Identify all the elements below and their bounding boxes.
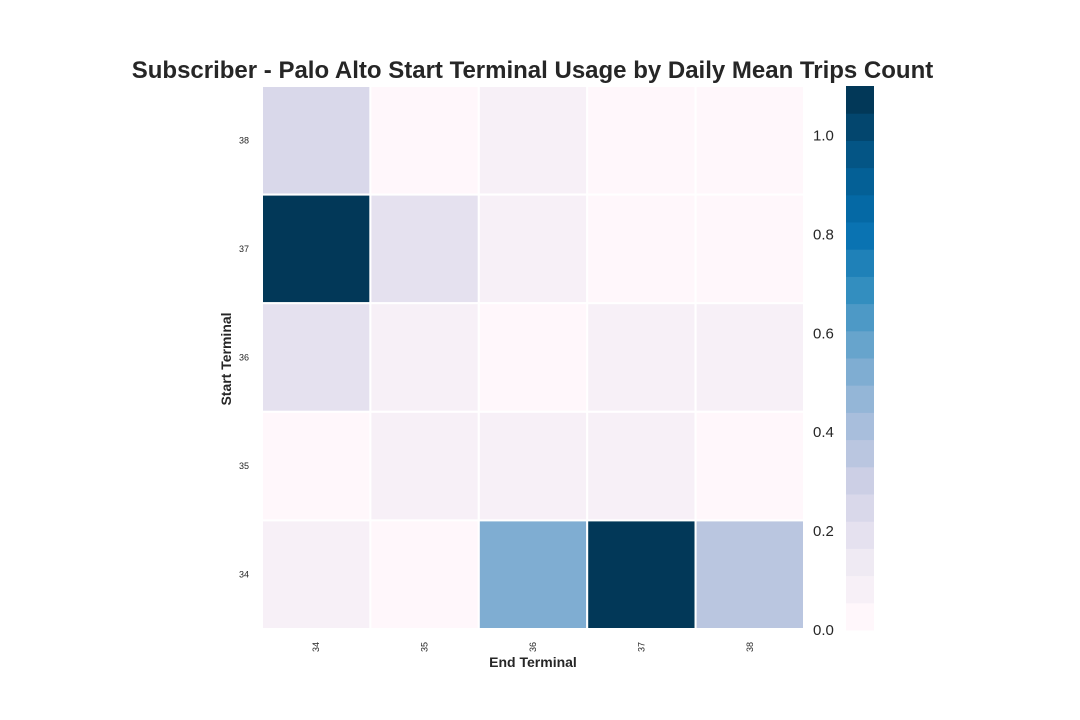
colorbar-segment bbox=[846, 222, 874, 250]
y-axis-title: Start Terminal bbox=[218, 312, 234, 406]
heatmap-cell-35-38 bbox=[694, 410, 805, 522]
heatmap-cell-36-35 bbox=[369, 302, 480, 413]
colorbar-tick-label: 0.0 bbox=[813, 622, 834, 639]
y-tick-label: 36 bbox=[239, 353, 249, 363]
heatmap-cell-34-38 bbox=[694, 519, 805, 631]
colorbar-segment bbox=[846, 194, 874, 223]
heatmap-cell-36-36 bbox=[477, 302, 589, 413]
heatmap-cell-38-34 bbox=[261, 85, 372, 196]
heatmap-cell-37-34 bbox=[261, 193, 372, 305]
colorbar-segment bbox=[846, 575, 874, 604]
heatmap-cell-38-37 bbox=[586, 85, 697, 196]
colorbar-segment bbox=[846, 86, 874, 114]
y-tick-label: 35 bbox=[239, 461, 249, 471]
heatmap-cell-37-36 bbox=[477, 193, 589, 305]
heatmap-cell-35-34 bbox=[261, 410, 372, 522]
heatmap-cell-36-37 bbox=[586, 302, 697, 413]
y-tick-label: 38 bbox=[239, 135, 249, 145]
heatmap-cell-35-37 bbox=[586, 410, 697, 522]
colorbar-segment bbox=[846, 412, 874, 441]
colorbar-tick-label: 0.2 bbox=[813, 523, 834, 540]
heatmap-cell-37-38 bbox=[694, 193, 805, 305]
colorbar-segment bbox=[846, 140, 874, 169]
colorbar-tick-label: 1.0 bbox=[813, 127, 834, 144]
x-tick-label: 35 bbox=[420, 642, 430, 652]
colorbar-tick-label: 0.8 bbox=[813, 226, 834, 243]
heatmap-cell-37-35 bbox=[369, 193, 480, 305]
colorbar-segment bbox=[846, 548, 874, 577]
colorbar-segment bbox=[846, 276, 874, 305]
heatmap-cell-35-35 bbox=[369, 410, 480, 522]
colorbar-tick-label: 0.4 bbox=[813, 424, 834, 441]
x-tick-label: 34 bbox=[311, 642, 321, 652]
heatmap-cell-35-36 bbox=[477, 410, 589, 522]
colorbar-segment bbox=[846, 385, 874, 413]
heatmap-cell-34-35 bbox=[369, 519, 480, 631]
colorbar-tick-label: 0.6 bbox=[813, 325, 834, 342]
colorbar-segment bbox=[846, 439, 874, 468]
y-tick-label: 37 bbox=[239, 244, 249, 254]
heatmap-cell-36-38 bbox=[694, 302, 805, 413]
colorbar-segment bbox=[846, 494, 874, 522]
heatmap-cell-34-34 bbox=[261, 519, 372, 631]
colorbar-segment bbox=[846, 602, 874, 631]
colorbar-segment bbox=[846, 521, 874, 549]
colorbar-segment bbox=[846, 330, 874, 359]
x-tick-label: 36 bbox=[528, 642, 538, 652]
heatmap-cell-34-36 bbox=[477, 519, 589, 631]
chart-title: Subscriber - Palo Alto Start Terminal Us… bbox=[131, 57, 934, 84]
colorbar-segment bbox=[846, 303, 874, 332]
heatmap-cell-34-37 bbox=[586, 519, 697, 631]
x-axis-title: End Terminal bbox=[489, 654, 577, 670]
colorbar-segment bbox=[846, 358, 874, 386]
x-tick-label: 38 bbox=[745, 642, 755, 652]
colorbar-segment bbox=[846, 167, 874, 196]
heatmap-cell-38-38 bbox=[694, 85, 805, 196]
heatmap-cell-36-34 bbox=[261, 302, 372, 413]
colorbar-segment bbox=[846, 466, 874, 495]
heatmap-cell-38-35 bbox=[369, 85, 480, 196]
heatmap-cell-37-37 bbox=[586, 193, 697, 305]
heatmap-cell-38-36 bbox=[477, 85, 589, 196]
x-tick-label: 37 bbox=[636, 642, 646, 652]
colorbar-segment bbox=[846, 249, 874, 277]
y-tick-label: 34 bbox=[239, 570, 249, 580]
colorbar-segment bbox=[846, 113, 874, 141]
